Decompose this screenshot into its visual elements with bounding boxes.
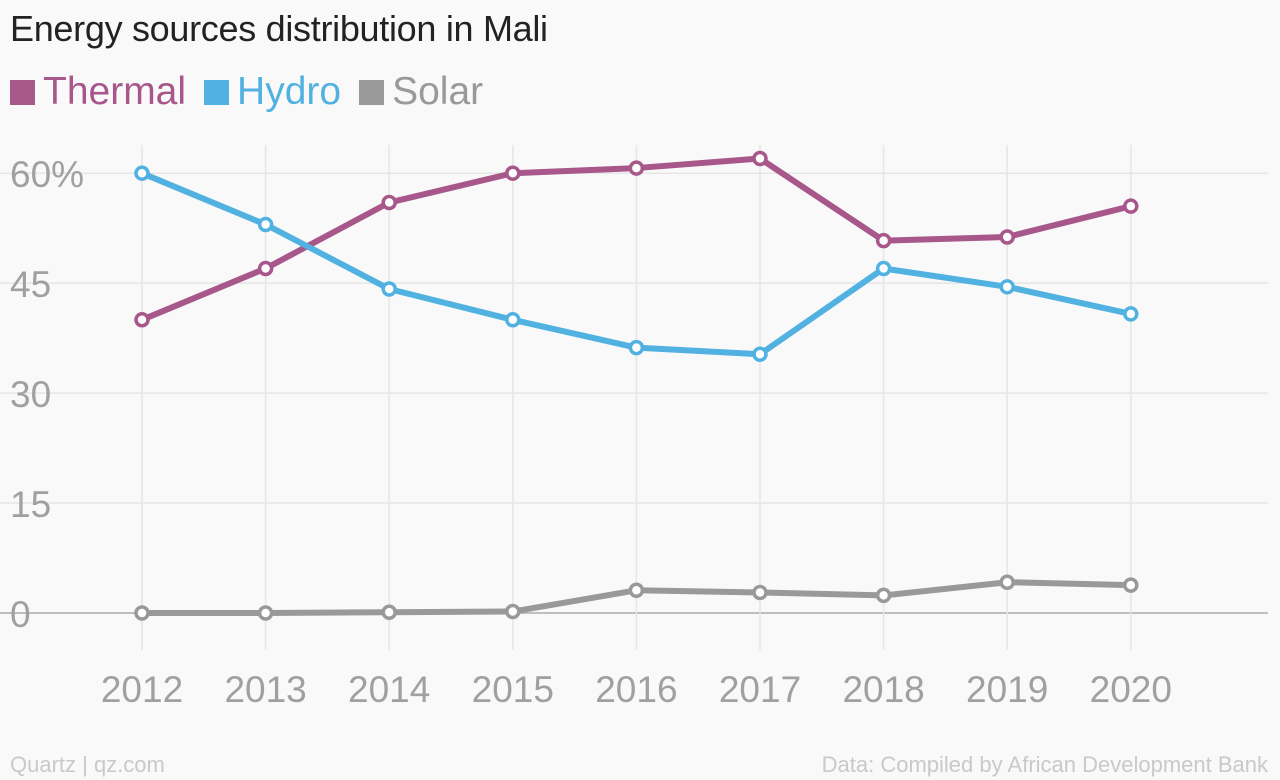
data-point-hydro [381, 281, 397, 297]
y-tick-label: 0 [10, 594, 31, 635]
chart-title: Energy sources distribution in Mali [10, 8, 548, 49]
data-point-hydro [999, 279, 1015, 295]
data-point-solar [1123, 577, 1139, 593]
y-tick-label: 60% [10, 154, 84, 195]
data-point-thermal [505, 165, 521, 181]
data-point-solar [628, 582, 645, 599]
legend-item-hydro: Hydro [204, 70, 341, 114]
legend-swatch-solar [359, 79, 385, 105]
data-point-hydro [875, 260, 892, 277]
data-point-solar [999, 574, 1015, 590]
data-point-thermal [999, 229, 1015, 245]
x-tick-label: 2018 [842, 669, 924, 710]
x-tick-label: 2020 [1090, 669, 1172, 710]
legend-swatch-hydro [204, 79, 230, 105]
data-point-hydro [257, 216, 274, 233]
legend-item-thermal: Thermal [10, 70, 186, 114]
data-point-hydro [752, 346, 768, 363]
x-tick-label: 2016 [595, 669, 677, 710]
x-tick-label: 2017 [719, 669, 801, 710]
x-tick-label: 2012 [101, 669, 183, 710]
x-tick-label: 2015 [472, 669, 554, 710]
legend-label-thermal: Thermal [43, 70, 187, 113]
x-tick-label: 2013 [224, 669, 306, 710]
data-point-hydro [505, 312, 521, 328]
data-point-solar [257, 605, 274, 621]
footer-source-brand: Quartz | qz.com [10, 752, 165, 777]
y-tick-label: 15 [10, 484, 51, 525]
legend-label-hydro: Hydro [237, 70, 342, 113]
data-point-thermal [1123, 198, 1139, 214]
data-point-thermal [628, 160, 645, 176]
data-point-solar [752, 584, 768, 601]
legend-swatch-thermal [10, 79, 35, 105]
data-point-solar [381, 604, 397, 621]
data-point-thermal [257, 260, 274, 277]
data-point-hydro [1123, 306, 1139, 322]
legend: Thermal Hydro Solar [10, 70, 501, 114]
data-point-solar [134, 605, 150, 621]
data-point-hydro [628, 339, 645, 356]
data-point-thermal [752, 150, 768, 167]
legend-label-solar: Solar [392, 70, 484, 113]
legend-item-solar: Solar [359, 70, 483, 114]
footer-data-credit: Data: Compiled by African Development Ba… [821, 752, 1268, 777]
data-point-thermal [381, 194, 397, 211]
data-point-solar [505, 603, 521, 620]
data-point-hydro [134, 165, 150, 181]
data-point-thermal [134, 312, 150, 328]
data-point-solar [875, 587, 892, 604]
x-tick-label: 2014 [348, 669, 430, 710]
y-tick-label: 30 [10, 374, 51, 415]
x-tick-label: 2019 [966, 669, 1048, 710]
y-tick-label: 45 [10, 264, 51, 305]
data-point-thermal [875, 232, 892, 249]
